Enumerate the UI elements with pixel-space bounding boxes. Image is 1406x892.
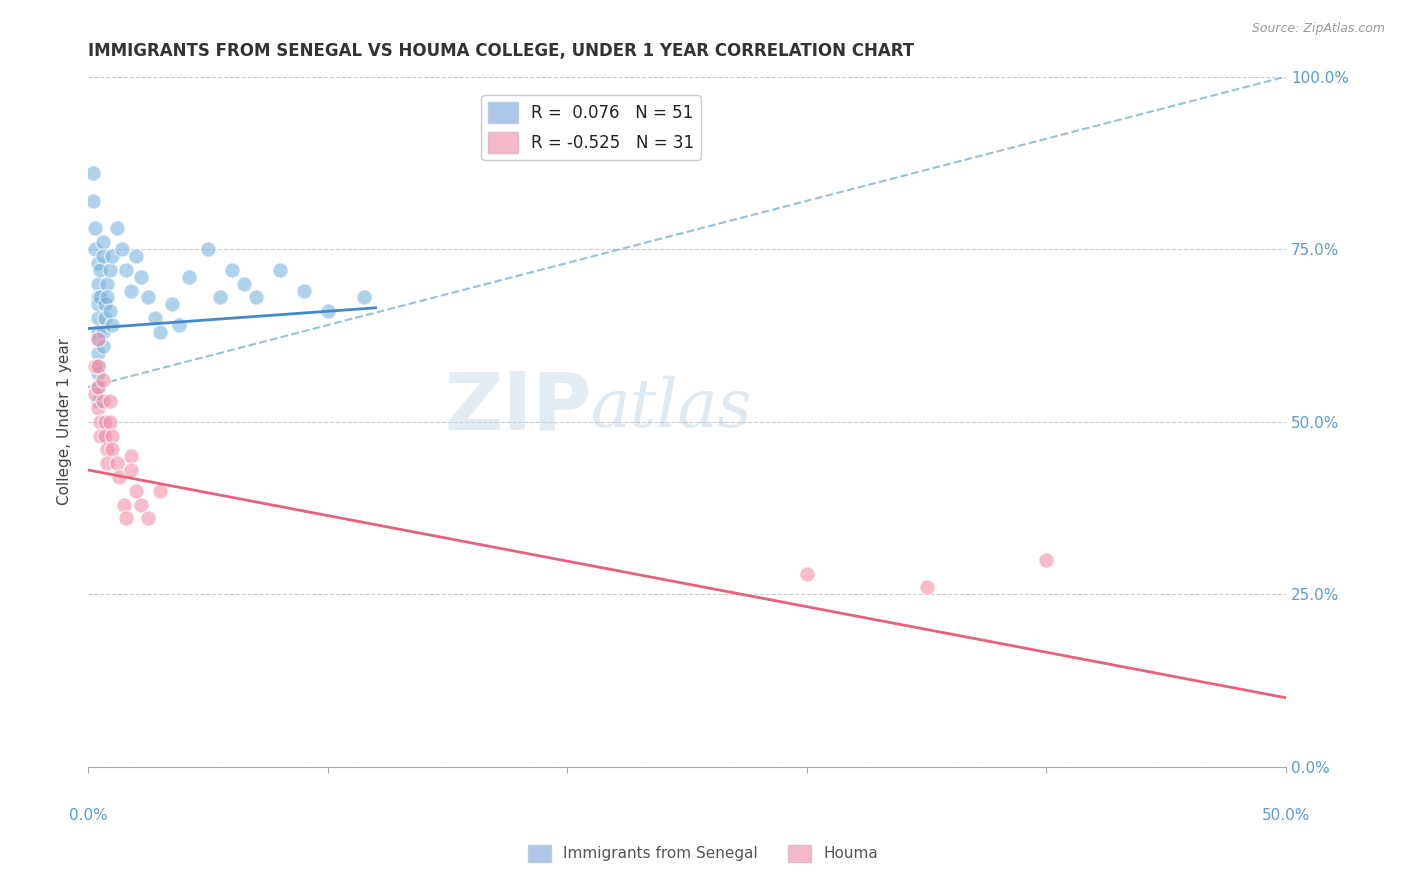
Point	[1035, 553, 1057, 567]
Point	[96, 456, 118, 470]
Point	[129, 269, 152, 284]
Text: 50.0%: 50.0%	[1261, 808, 1310, 823]
Point	[87, 367, 110, 381]
Point	[87, 256, 110, 270]
Point	[120, 463, 142, 477]
Point	[125, 249, 148, 263]
Point	[98, 263, 121, 277]
Point	[136, 290, 159, 304]
Point	[915, 580, 938, 594]
Point	[87, 325, 110, 339]
Point	[91, 325, 114, 339]
Point	[245, 290, 267, 304]
Point	[129, 498, 152, 512]
Point	[87, 394, 110, 409]
Point	[115, 511, 138, 525]
Legend: R =  0.076   N = 51, R = -0.525   N = 31: R = 0.076 N = 51, R = -0.525 N = 31	[481, 95, 702, 160]
Point	[115, 263, 138, 277]
Point	[108, 470, 131, 484]
Point	[98, 415, 121, 429]
Point	[101, 428, 124, 442]
Point	[96, 442, 118, 457]
Point	[91, 339, 114, 353]
Point	[149, 483, 172, 498]
Point	[84, 387, 107, 401]
Point	[89, 415, 111, 429]
Point	[91, 249, 114, 263]
Point	[87, 380, 110, 394]
Point	[796, 566, 818, 581]
Point	[96, 277, 118, 291]
Point	[87, 332, 110, 346]
Point	[82, 166, 104, 180]
Point	[94, 428, 117, 442]
Point	[91, 394, 114, 409]
Point	[87, 277, 110, 291]
Point	[84, 242, 107, 256]
Point	[353, 290, 375, 304]
Point	[232, 277, 254, 291]
Point	[101, 318, 124, 332]
Point	[89, 290, 111, 304]
Point	[84, 359, 107, 374]
Legend: Immigrants from Senegal, Houma: Immigrants from Senegal, Houma	[522, 838, 884, 868]
Point	[101, 442, 124, 457]
Point	[101, 249, 124, 263]
Point	[269, 263, 291, 277]
Point	[87, 359, 110, 374]
Point	[87, 359, 110, 374]
Point	[98, 394, 121, 409]
Point	[105, 456, 128, 470]
Point	[149, 325, 172, 339]
Point	[87, 345, 110, 359]
Text: 0.0%: 0.0%	[69, 808, 107, 823]
Point	[94, 297, 117, 311]
Point	[87, 332, 110, 346]
Point	[87, 297, 110, 311]
Point	[89, 263, 111, 277]
Text: ZIP: ZIP	[444, 369, 592, 447]
Point	[91, 373, 114, 387]
Point	[87, 290, 110, 304]
Point	[177, 269, 200, 284]
Point	[84, 221, 107, 235]
Point	[120, 449, 142, 463]
Point	[87, 380, 110, 394]
Point	[112, 498, 135, 512]
Point	[167, 318, 190, 332]
Text: Source: ZipAtlas.com: Source: ZipAtlas.com	[1251, 22, 1385, 36]
Point	[316, 304, 339, 318]
Point	[111, 242, 134, 256]
Point	[98, 304, 121, 318]
Point	[91, 235, 114, 250]
Point	[292, 284, 315, 298]
Point	[221, 263, 243, 277]
Point	[136, 511, 159, 525]
Point	[87, 401, 110, 415]
Point	[87, 311, 110, 326]
Text: IMMIGRANTS FROM SENEGAL VS HOUMA COLLEGE, UNDER 1 YEAR CORRELATION CHART: IMMIGRANTS FROM SENEGAL VS HOUMA COLLEGE…	[89, 42, 914, 60]
Point	[120, 284, 142, 298]
Point	[82, 194, 104, 208]
Point	[208, 290, 231, 304]
Y-axis label: College, Under 1 year: College, Under 1 year	[58, 338, 72, 505]
Point	[94, 311, 117, 326]
Point	[197, 242, 219, 256]
Point	[143, 311, 166, 326]
Text: atlas: atlas	[592, 376, 754, 441]
Point	[105, 221, 128, 235]
Point	[89, 428, 111, 442]
Point	[94, 415, 117, 429]
Point	[125, 483, 148, 498]
Point	[96, 290, 118, 304]
Point	[160, 297, 183, 311]
